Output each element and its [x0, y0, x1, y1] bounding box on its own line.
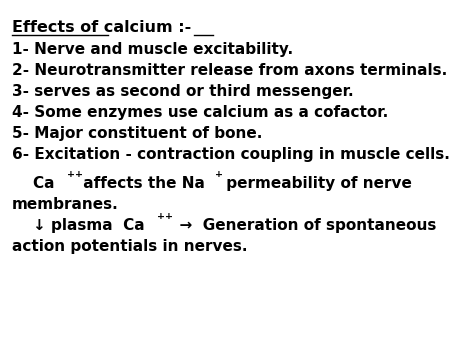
Text: 1- Nerve and muscle excitability.: 1- Nerve and muscle excitability. [12, 42, 293, 57]
Text: Ca: Ca [12, 176, 54, 191]
Text: 2- Neurotransmitter release from axons terminals.: 2- Neurotransmitter release from axons t… [12, 63, 447, 78]
Text: ↓ plasma  Ca: ↓ plasma Ca [12, 218, 144, 233]
Text: permeability of nerve: permeability of nerve [220, 176, 411, 191]
Text: Effects of calcium :-: Effects of calcium :- [12, 20, 191, 35]
Text: 6- Excitation - contraction coupling in muscle cells.: 6- Excitation - contraction coupling in … [12, 147, 450, 162]
Text: →  Generation of spontaneous: → Generation of spontaneous [169, 218, 436, 233]
Text: membranes.: membranes. [12, 197, 119, 212]
Text: 3- serves as second or third messenger.: 3- serves as second or third messenger. [12, 84, 354, 99]
Text: +: + [215, 170, 223, 179]
Text: ++: ++ [158, 212, 173, 221]
Text: 5- Major constituent of bone.: 5- Major constituent of bone. [12, 126, 262, 141]
Text: affects the Na: affects the Na [78, 176, 205, 191]
Text: action potentials in nerves.: action potentials in nerves. [12, 239, 248, 254]
Text: ++: ++ [67, 170, 82, 179]
Text: 4- Some enzymes use calcium as a cofactor.: 4- Some enzymes use calcium as a cofacto… [12, 105, 388, 120]
